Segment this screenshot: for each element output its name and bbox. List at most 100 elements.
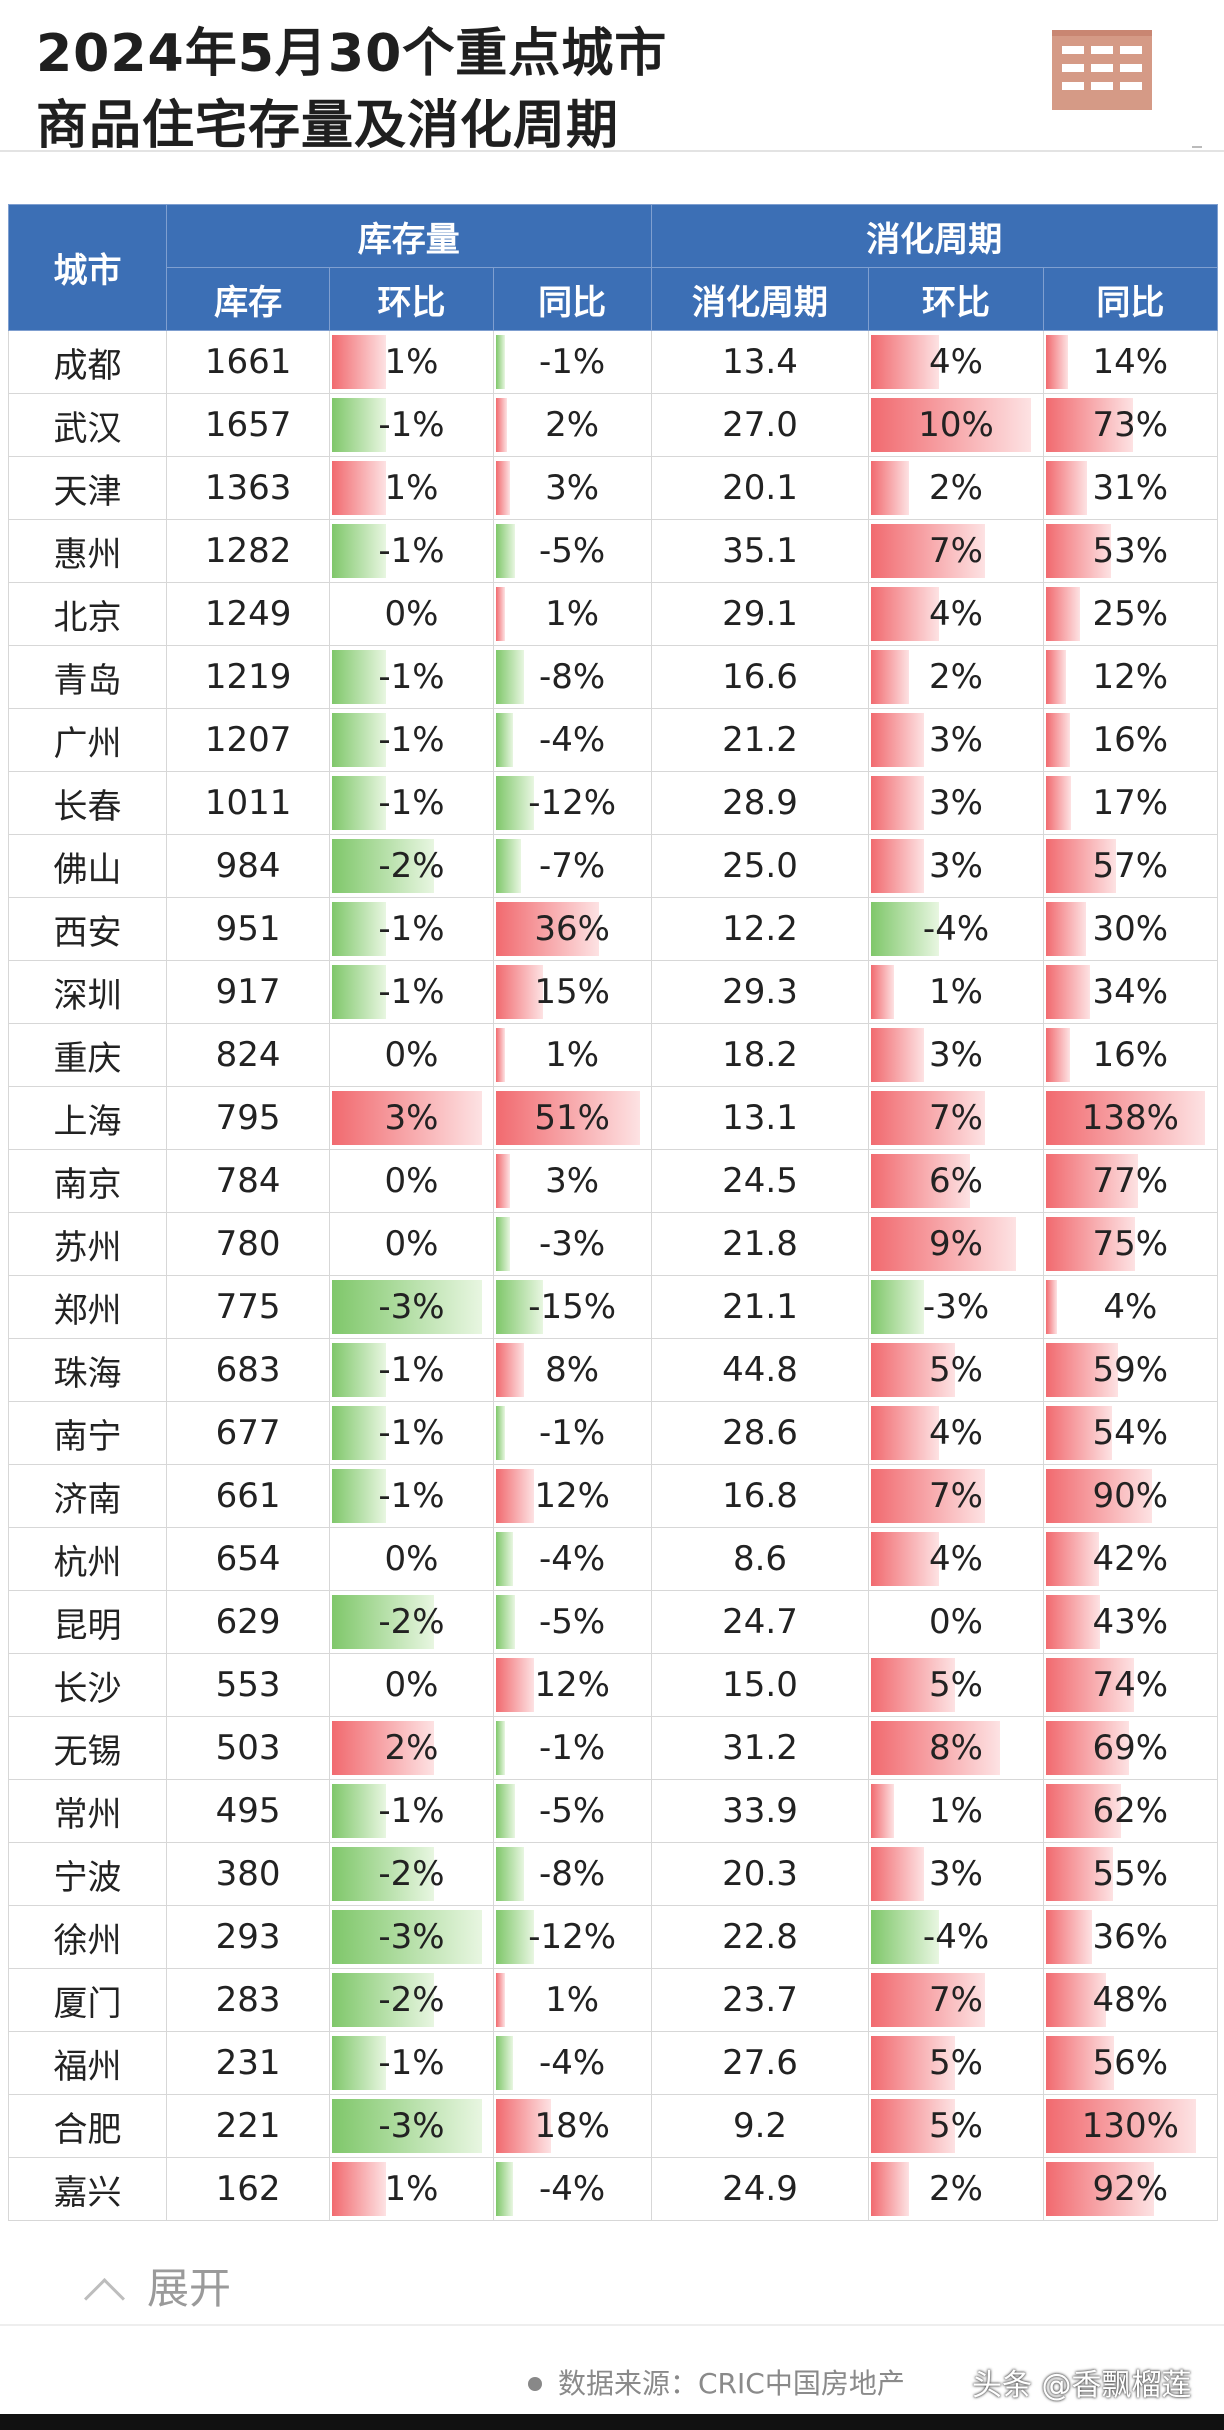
cell-cycle: 21.2 [650, 708, 870, 772]
increase-bar [871, 1091, 986, 1145]
cell-value: 4% [1103, 1287, 1158, 1327]
cell-cycle: 15.0 [650, 1653, 870, 1717]
cell-stock: 780 [165, 1212, 331, 1276]
table-row: 西安 951 -1% 36% 12.2 -4% 30% [8, 897, 1219, 961]
table-row: 重庆 824 0% 1% 18.2 3% 16% [8, 1023, 1219, 1087]
cell-value: 25% [1092, 594, 1169, 634]
bar-cell: -1% [331, 1466, 492, 1527]
bar-cell: 75% [1044, 1214, 1216, 1275]
cell-value: -1% [378, 1413, 445, 1453]
increase-bar [1045, 1091, 1206, 1145]
cell-value: -3% [378, 2106, 445, 2146]
bar-cell: 4% [870, 1403, 1042, 1464]
title-line-1: 2024年5月30个重点城市 [36, 24, 668, 84]
increase-bar [871, 1973, 986, 2027]
table-row: 青岛 1219 -1% -8% 16.6 2% 12% [8, 645, 1219, 709]
increase-bar [871, 1847, 925, 1901]
cell-s-mom: -1% [329, 393, 494, 457]
cell-city: 无锡 [8, 1716, 167, 1780]
table-row: 长春 1011 -1% -12% 28.9 3% 17% [8, 771, 1219, 835]
increase-bar [871, 1784, 894, 1838]
decrease-bar [495, 1217, 511, 1271]
table-row: 广州 1207 -1% -4% 21.2 3% 16% [8, 708, 1219, 772]
cell-city: 深圳 [8, 960, 167, 1024]
cell-cycle: 13.4 [650, 330, 870, 394]
cell-city: 青岛 [8, 645, 167, 709]
cell-value: 1% [384, 342, 439, 382]
bar-cell: 3% [870, 773, 1042, 834]
bar-cell: -4% [494, 2033, 650, 2094]
table-row: 常州 495 -1% -5% 33.9 1% 62% [8, 1779, 1219, 1843]
cell-value: 3% [929, 1035, 983, 1075]
cell-s-yoy: -8% [492, 645, 652, 709]
increase-bar [495, 2099, 551, 2153]
decrease-bar [332, 839, 435, 893]
cell-c-mom: 4% [868, 582, 1044, 646]
increase-bar [1045, 1973, 1106, 2027]
cell-c-yoy: 31% [1042, 456, 1219, 520]
cell-c-mom: 5% [868, 1338, 1044, 1402]
cell-s-yoy: 1% [492, 582, 652, 646]
cell-value: 4% [929, 1413, 983, 1453]
cell-cycle: 29.3 [650, 960, 870, 1024]
scroll-indicator [1192, 140, 1202, 148]
cell-s-yoy: 12% [492, 1464, 652, 1528]
decrease-bar [332, 965, 387, 1019]
table-body: 成都 1661 1% -1% 13.4 4% 14% 武汉 1657 -1% 2% 27.0 10% 73… [8, 330, 1219, 2221]
cell-value: -5% [539, 1791, 606, 1831]
bar-cell: 1% [331, 332, 492, 393]
cell-value: 57% [1092, 846, 1169, 886]
cell-value: -4% [539, 2169, 606, 2209]
decrease-bar [495, 524, 516, 578]
decrease-bar [871, 1280, 925, 1334]
cell-s-mom: 1% [329, 2157, 494, 2221]
cell-c-mom: 3% [868, 708, 1044, 772]
bullet-icon [528, 2377, 542, 2391]
decrease-bar [332, 902, 387, 956]
increase-bar [495, 461, 511, 515]
cell-city: 天津 [8, 456, 167, 520]
bar-cell: -8% [494, 1844, 650, 1905]
cell-c-mom: 5% [868, 2031, 1044, 2095]
cell-value: 77% [1092, 1161, 1169, 1201]
table-row: 福州 231 -1% -4% 27.6 5% 56% [8, 2031, 1219, 2095]
increase-bar [1045, 1280, 1057, 1334]
cell-city: 济南 [8, 1464, 167, 1528]
bar-cell: 59% [1044, 1340, 1216, 1401]
decrease-bar [332, 1343, 387, 1397]
cell-c-yoy: 74% [1042, 1653, 1219, 1717]
expand-button[interactable]: 展开 [83, 2255, 231, 2320]
cell-cycle: 44.8 [650, 1338, 870, 1402]
increase-bar [871, 398, 1031, 452]
cell-value: 62% [1092, 1791, 1169, 1831]
cell-s-mom: -1% [329, 1401, 494, 1465]
cell-value: -1% [378, 972, 445, 1012]
bar-cell: 3% [494, 1151, 650, 1212]
cell-stock: 661 [165, 1464, 331, 1528]
cell-c-mom: 2% [868, 645, 1044, 709]
table-row: 徐州 293 -3% -12% 22.8 -4% 36% [8, 1905, 1219, 1969]
cell-cycle: 28.6 [650, 1401, 870, 1465]
table-row: 佛山 984 -2% -7% 25.0 3% 57% [8, 834, 1219, 898]
cell-value: 75% [1092, 1224, 1169, 1264]
cell-value: 3% [929, 783, 983, 823]
bar-cell: 1% [494, 1025, 650, 1086]
bar-cell: -12% [494, 1907, 650, 1968]
bar-cell: 12% [494, 1466, 650, 1527]
cell-c-mom: 3% [868, 771, 1044, 835]
cell-value: 0% [384, 1665, 439, 1705]
cell-stock: 683 [165, 1338, 331, 1402]
decrease-bar [495, 1532, 513, 1586]
cell-s-mom: 1% [329, 330, 494, 394]
increase-bar [871, 776, 925, 830]
table-row: 上海 795 3% 51% 13.1 7% 138% [8, 1086, 1219, 1150]
cell-c-mom: 7% [868, 1968, 1044, 2032]
cell-value: 36% [534, 909, 610, 949]
chevron-up-icon [83, 2277, 126, 2320]
cell-cycle: 29.1 [650, 582, 870, 646]
bar-cell: 2% [870, 2159, 1042, 2220]
cell-stock: 1219 [165, 645, 331, 709]
decrease-bar [332, 650, 387, 704]
cell-s-mom: -1% [329, 1779, 494, 1843]
cell-s-yoy: -1% [492, 1716, 652, 1780]
